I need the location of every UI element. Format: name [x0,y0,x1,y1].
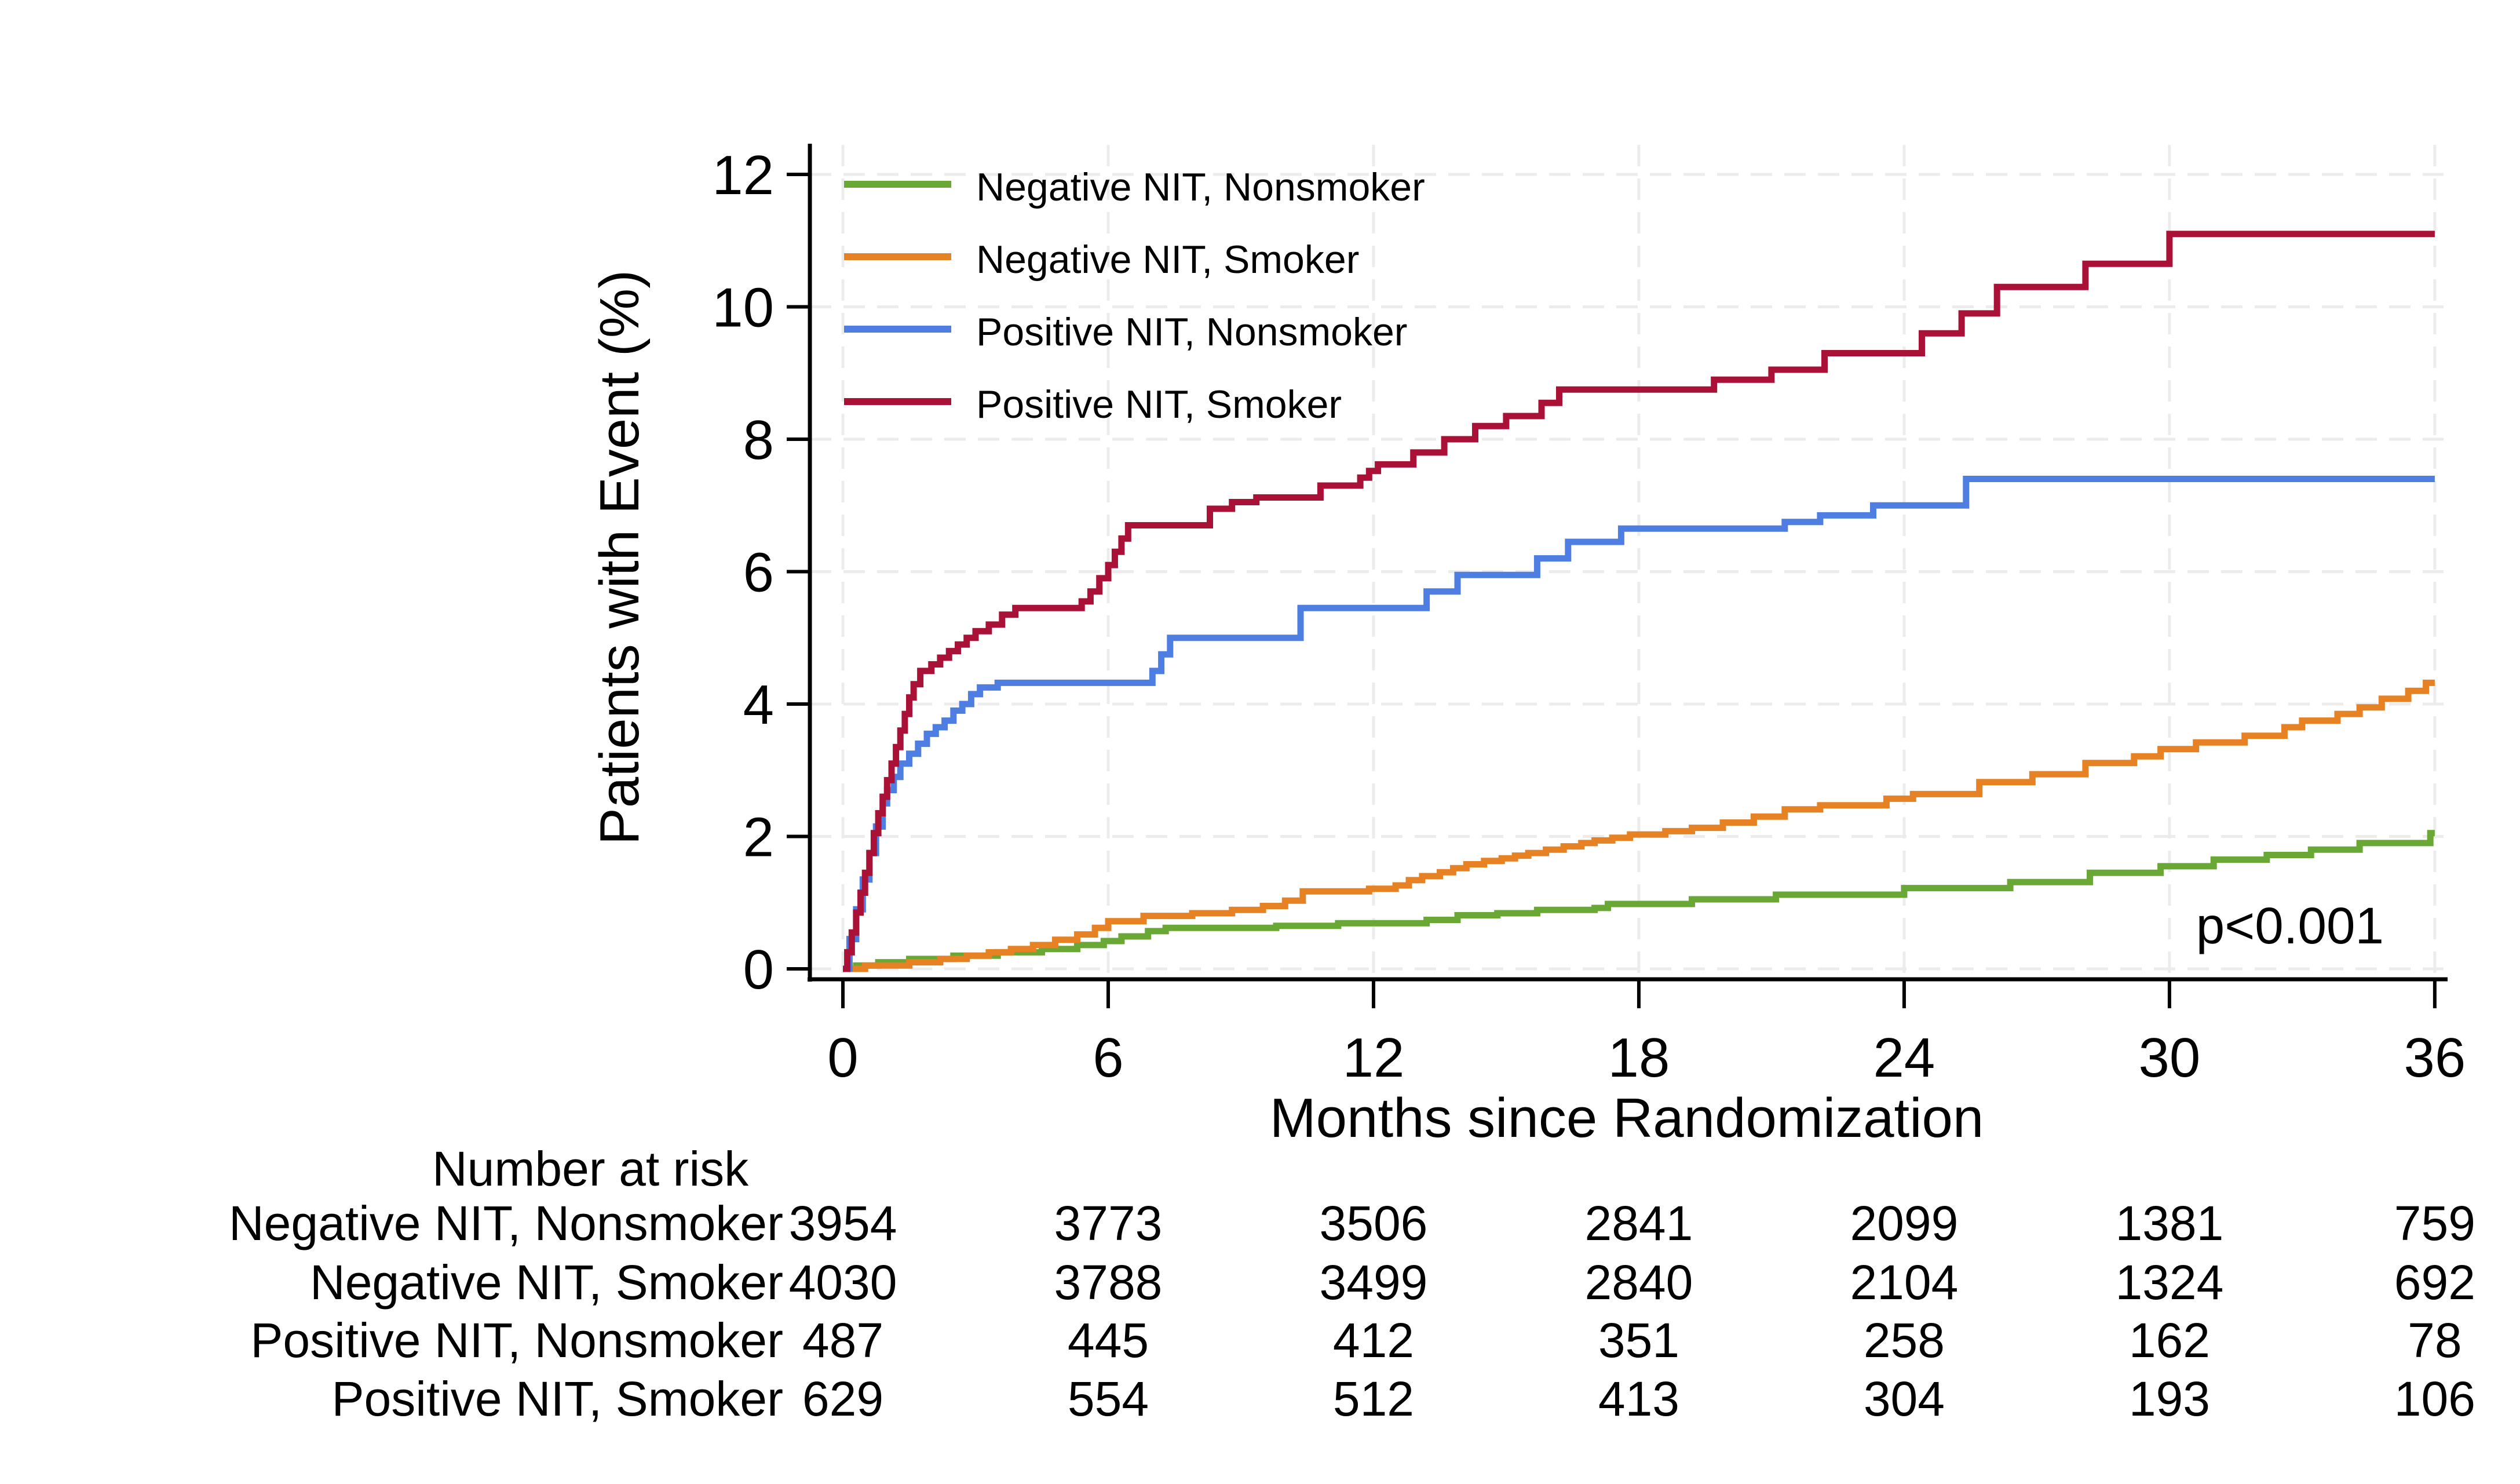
risk-row-label: Positive NIT, Nonsmoker [250,1313,783,1368]
risk-count: 2840 [1585,1255,1693,1310]
x-tick-label: 0 [827,1027,858,1089]
x-tick-label: 12 [1343,1027,1405,1089]
risk-count: 629 [802,1372,883,1426]
risk-count: 692 [2394,1255,2475,1310]
risk-count: 258 [1864,1313,1945,1368]
y-tick-label: 10 [712,277,774,339]
legend: Negative NIT, Nonsmoker Negative NIT, Smo… [844,165,1425,426]
risk-count: 304 [1864,1372,1945,1426]
x-tick-label: 18 [1608,1027,1670,1089]
risk-count: 487 [802,1313,883,1368]
risk-row-label: Negative NIT, Smoker [310,1255,783,1310]
risk-count: 413 [1598,1372,1679,1426]
risk-count: 3773 [1054,1196,1163,1250]
legend-label: Negative NIT, Smoker [976,238,1359,282]
risk-count: 3788 [1054,1255,1163,1310]
y-axis-title: Patients with Event (%) [589,270,651,845]
number-at-risk-table: Negative NIT, Nonsmoker 3954 3773 3506 2841 2… [229,1196,2475,1426]
risk-count: 193 [2129,1372,2210,1426]
risk-count: 512 [1333,1372,1414,1426]
risk-count: 445 [1068,1313,1149,1368]
x-axis-title: Months since Randomization [1270,1087,1984,1149]
curve-negative-nit-smoker [843,679,2435,972]
risk-count: 4030 [789,1255,897,1310]
risk-count: 2841 [1585,1196,1693,1250]
risk-count: 3506 [1320,1196,1428,1250]
y-tick-label: 0 [743,939,774,1001]
risk-row-label: Positive NIT, Smoker [331,1372,783,1426]
risk-table-title: Number at risk [432,1142,749,1196]
x-tick-label: 24 [1873,1027,1935,1089]
risk-count: 2099 [1850,1196,1958,1250]
risk-count: 2104 [1850,1255,1958,1310]
curve-positive-nit-nonsmoker [843,476,2435,972]
risk-count: 162 [2129,1313,2210,1368]
legend-label: Positive NIT, Nonsmoker [976,310,1407,354]
risk-count: 1324 [2115,1255,2223,1310]
y-tick-label: 2 [743,807,774,869]
y-tick-label: 8 [743,409,774,471]
curve-positive-nit-smoker [843,231,2435,972]
risk-count: 106 [2394,1372,2475,1426]
gridlines [810,145,2444,979]
y-tick-label: 6 [743,542,774,604]
risk-count: 3954 [789,1196,897,1250]
risk-count: 3499 [1320,1255,1428,1310]
legend-label: Negative NIT, Nonsmoker [976,165,1425,209]
risk-count: 759 [2394,1196,2475,1250]
risk-count: 78 [2408,1313,2461,1368]
y-tick-label: 12 [712,144,774,206]
risk-row-label: Negative NIT, Nonsmoker [229,1196,783,1250]
risk-count: 351 [1598,1313,1679,1368]
risk-count: 1381 [2115,1196,2223,1250]
x-tick-label: 6 [1093,1027,1123,1089]
y-tick-label: 4 [743,674,774,736]
survival-curves [843,231,2435,972]
x-tick-label: 30 [2139,1027,2201,1089]
x-tick-label: 36 [2404,1027,2466,1089]
risk-count: 554 [1068,1372,1149,1426]
axis-labels: Patients with Event (%) Months since Ran… [432,270,2384,1196]
risk-count: 412 [1333,1313,1414,1368]
legend-label: Positive NIT, Smoker [976,382,1342,426]
p-value-annotation: p<0.001 [2196,896,2384,954]
